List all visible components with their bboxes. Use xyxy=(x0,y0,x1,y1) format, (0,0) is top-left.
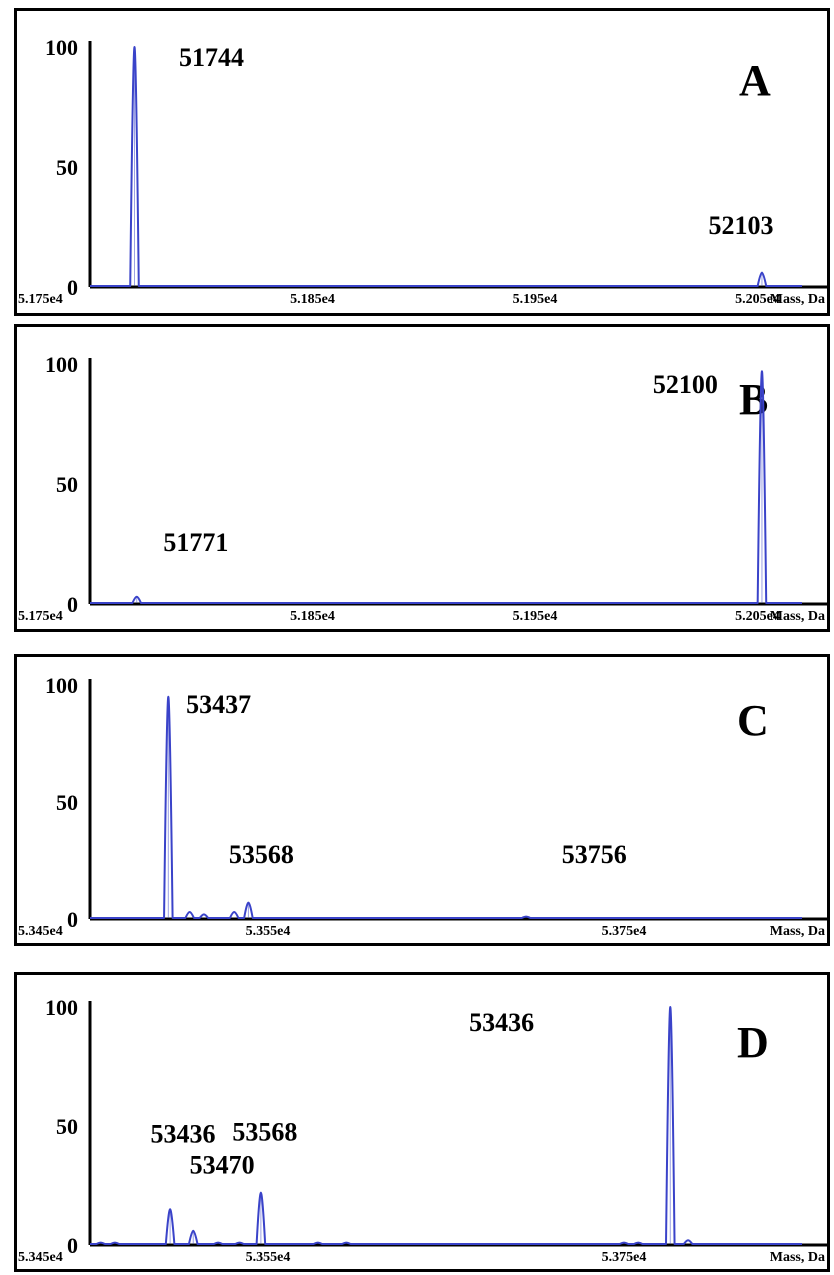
spectrum-trace-d xyxy=(90,1006,802,1245)
x-tick-label: 5.375e4 xyxy=(602,1250,647,1265)
x-tick-label: 5.345e4 xyxy=(18,924,63,939)
peak-annotation: 51744 xyxy=(179,43,244,72)
peak-annotation: 51771 xyxy=(163,528,228,557)
peak-annotation: 53436 xyxy=(469,1008,534,1037)
peak-annotation: 53568 xyxy=(229,840,294,869)
x-tick-label: 5.175e4 xyxy=(18,292,63,307)
peak-annotation: 53436 xyxy=(151,1120,216,1149)
y-tick-label: 100 xyxy=(45,352,78,377)
peak-annotation: 52103 xyxy=(709,211,774,240)
x-tick-label: 5.185e4 xyxy=(290,292,335,307)
spectrum-trace-c xyxy=(90,695,802,919)
chart-panel-c: 100 50 0 5.345e4 5.355e4 5.375e4 Mass, Da C 5343… xyxy=(14,654,830,946)
panel-letter-d: D xyxy=(737,1018,769,1067)
y-tick-label: 0 xyxy=(67,907,78,932)
chart-panel-a: 100 50 0 5.175e4 5.185e4 5.195e4 5.205e4 Mass, … xyxy=(14,8,830,316)
peak-annotation: 53437 xyxy=(186,690,251,719)
x-tick-label: 5.185e4 xyxy=(290,609,335,624)
panel-letter-c: C xyxy=(737,696,769,745)
panel-letter-a: A xyxy=(739,56,771,105)
y-tick-label: 100 xyxy=(45,35,78,60)
y-tick-label: 50 xyxy=(56,472,78,497)
peak-annotation: 53756 xyxy=(562,840,627,869)
spectrum-trace-a xyxy=(90,46,802,287)
x-axis-title: Mass, Da xyxy=(770,924,825,939)
x-tick-label: 5.345e4 xyxy=(18,1250,63,1265)
y-tick-label: 0 xyxy=(67,275,78,300)
mass-spectrum-chart-a: 100 50 0 5.175e4 5.185e4 5.195e4 5.205e4Mass, … xyxy=(18,35,827,307)
x-tick-label: 5.205e4 xyxy=(735,292,780,307)
x-tick-label: 5.205e4 xyxy=(735,609,780,624)
x-axis-title: Mass, Da xyxy=(770,292,825,307)
y-tick-label: 100 xyxy=(45,673,78,698)
mass-spectrum-chart-c: 100 50 0 5.345e4 5.355e4 5.375e4 Mass, Da C 5343… xyxy=(18,673,827,939)
y-tick-label: 0 xyxy=(67,1233,78,1258)
chart-panel-b: 100 50 0 5.175e4 5.185e4 5.195e4 5.205e4 Mass, … xyxy=(14,324,830,632)
x-tick-label: 5.175e4 xyxy=(18,609,63,624)
x-tick-label: 5.355e4 xyxy=(246,1250,291,1265)
x-axis-title: Mass, Da xyxy=(770,1250,825,1265)
chart-panel-d: 100 50 0 5.345e4 5.355e4 5.375e4 Mass, Da D 5343… xyxy=(14,972,830,1272)
y-tick-label: 50 xyxy=(56,155,78,180)
x-tick-label: 5.195e4 xyxy=(513,609,558,624)
y-tick-label: 100 xyxy=(45,995,78,1020)
peak-annotation: 53568 xyxy=(232,1117,297,1146)
y-tick-label: 50 xyxy=(56,1114,78,1139)
peak-annotation: 53470 xyxy=(190,1151,255,1180)
mass-spectrum-chart-d: 100 50 0 5.345e4 5.355e4 5.375e4 Mass, Da D 5343… xyxy=(18,995,827,1265)
x-tick-label: 5.375e4 xyxy=(602,924,647,939)
mass-spectrum-chart-b: 100 50 0 5.175e4 5.185e4 5.195e4 5.205e4Mass, … xyxy=(18,352,827,624)
spectrum-trace-b xyxy=(90,370,802,604)
x-axis-title: Mass, Da xyxy=(770,609,825,624)
y-tick-label: 0 xyxy=(67,592,78,617)
x-tick-label: 5.355e4 xyxy=(246,924,291,939)
peak-annotation: 52100 xyxy=(653,370,718,399)
y-tick-label: 50 xyxy=(56,790,78,815)
x-tick-label: 5.195e4 xyxy=(513,292,558,307)
